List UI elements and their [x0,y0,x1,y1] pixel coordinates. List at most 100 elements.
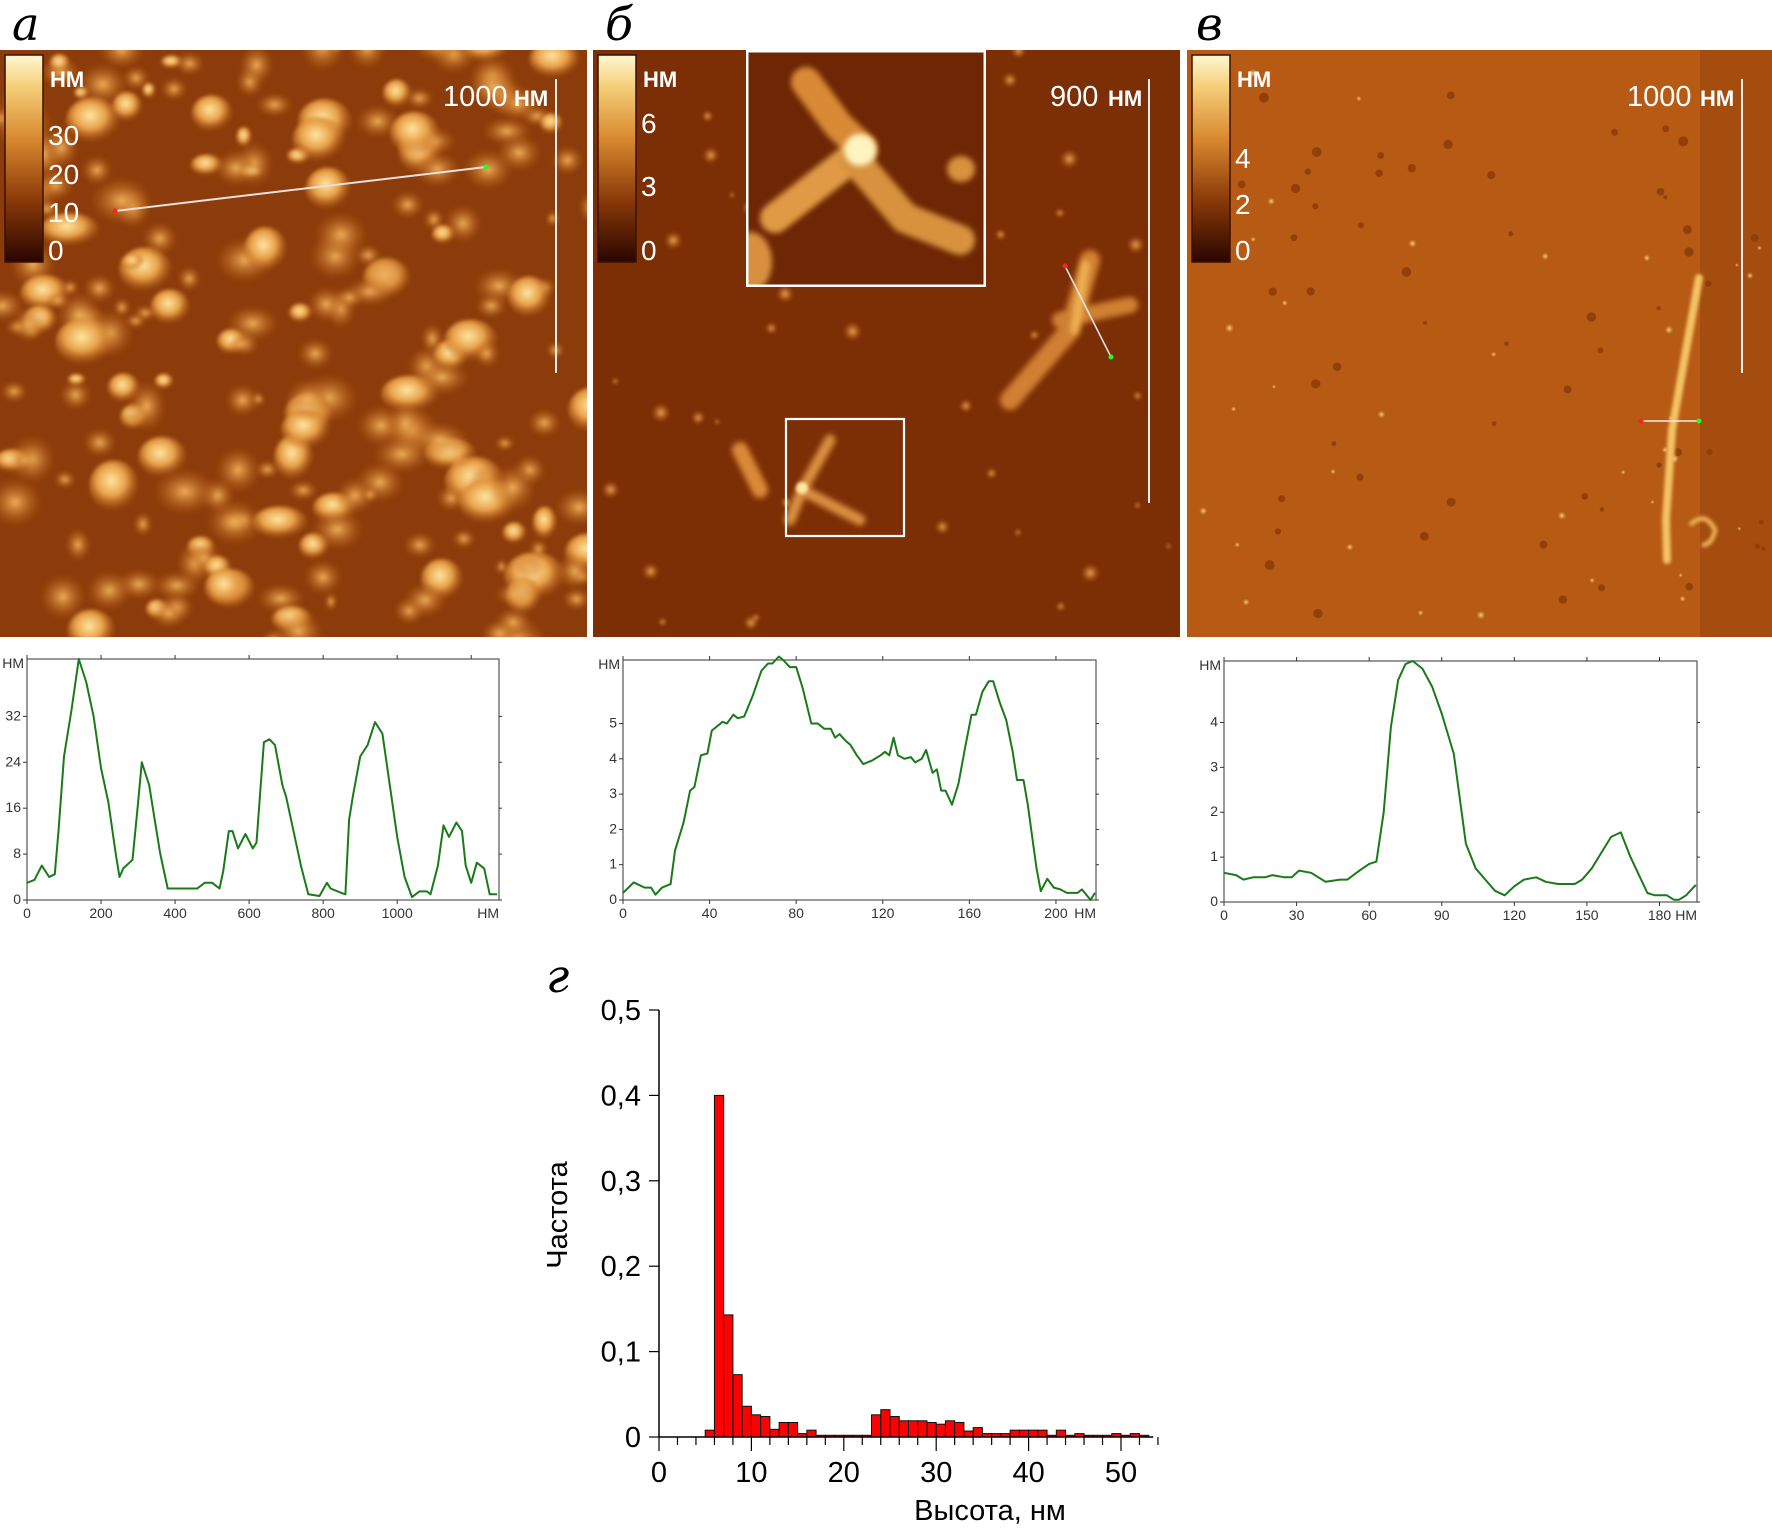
surface-particle [297,337,334,370]
surface-particle [1446,497,1456,507]
histogram-bar [787,1421,799,1438]
scale-bar-unit-a: НМ [514,86,548,111]
surface-particle [728,191,736,199]
surface-particle [228,336,253,352]
height-profile-b: 0 40 80 120 160 200 0 1 2 3 4 5 НМ НМ [598,655,1099,921]
surface-particle [489,463,537,512]
profile-series-line [622,655,1096,901]
histogram-bar [963,1430,974,1438]
surface-particle [14,451,36,469]
panel-label-b: б [605,0,634,51]
surface-particle [1504,341,1509,347]
surface-particle [76,62,129,106]
colorbar-unit: НМ [50,67,84,92]
colorbar-tick: 20 [48,159,79,190]
inset-source-box [784,417,906,538]
surface-particle [43,127,80,169]
y-axis-unit: НМ [598,656,620,672]
surface-particle [1684,247,1694,257]
surface-particle [1258,92,1269,103]
surface-particle [66,97,120,143]
surface-particle [150,289,190,325]
surface-particle [934,519,950,535]
surface-particle [53,470,76,489]
surface-particle [55,318,114,366]
surface-particle [1250,236,1257,243]
scale-bar-unit-c: НМ [1700,86,1734,111]
x-tick-label: 400 [163,905,187,921]
height-profile-c: 0 30 60 90 120 150 180 0 1 2 3 4 НМ НМ [1199,657,1700,923]
surface-particle [414,359,470,396]
surface-particle [82,427,117,458]
x-tick-label: 150 [1575,907,1599,923]
surface-particle [305,167,351,210]
surface-particle [1673,448,1682,457]
surface-particle [1761,546,1766,551]
x-tick-label: 120 [871,905,895,921]
surface-particle [252,506,308,539]
y-axis-unit: НМ [1199,657,1221,673]
surface-particle [451,528,476,549]
y-tick-label: 16 [5,799,21,815]
colorbar-tick: 0 [641,235,657,266]
surface-particle [85,570,133,611]
surface-particle [361,486,379,503]
surface-particle [122,65,150,91]
x-axis-unit: НМ [477,905,499,921]
surface-particle [1132,391,1143,401]
histogram-bar [926,1421,937,1438]
molecule-cluster [732,250,1138,526]
surface-particle [174,51,205,76]
y-tick-label: 0 [1210,893,1218,909]
surface-particle [191,94,233,132]
surface-particle [1598,584,1606,592]
colorbar-tick: 0 [48,235,64,266]
profile-start-marker [1062,263,1068,269]
surface-particle [1375,169,1383,177]
surface-particle [328,50,344,54]
surface-particle [154,373,174,390]
surface-particle [39,212,100,247]
surface-particle [107,373,140,403]
surface-particle [568,387,587,433]
plot-frame [1223,660,1698,903]
fibril [1661,274,1703,564]
surface-particle [39,573,87,620]
surface-particle [1356,95,1362,102]
surface-particle [59,379,92,411]
surface-particle [420,323,444,355]
x-tick-label: 200 [89,905,113,921]
surface-particle [601,480,620,499]
panel-label-c: в [1196,0,1223,51]
surface-particle [539,112,563,135]
surface-particle [651,402,671,423]
surface-particle [1678,572,1683,578]
profile-start-marker [1638,418,1644,424]
surface-particle [1290,183,1301,194]
surface-particle [702,146,720,164]
histogram-bar [907,1420,919,1438]
surface-particle [554,488,587,527]
surface-particle [775,284,795,304]
y-axis-unit: НМ [2,655,24,671]
surface-particle [1224,323,1235,333]
surface-particle [204,568,247,608]
surface-particle [1312,203,1319,210]
surface-particle [1264,560,1275,570]
surface-particle [1311,379,1321,389]
surface-particle [1620,469,1626,475]
surface-particle [1446,91,1455,100]
surface-particle [1705,280,1712,287]
surface-particle [152,570,201,601]
surface-particle [1165,543,1172,550]
y-tick-label: 32 [5,707,21,723]
profile-end-marker [1108,354,1114,360]
surface-particle [958,398,973,413]
surface-particle [1476,610,1486,620]
surface-particle [205,498,264,546]
surface-particle [1643,254,1651,262]
y-tick-label: 3 [609,785,617,801]
height-profile-a: 0 200 400 600 800 1000 0 8 16 24 32 НМ НМ [2,655,502,921]
surface-particle [1346,543,1354,551]
x-tick-label: 20 [828,1457,860,1489]
